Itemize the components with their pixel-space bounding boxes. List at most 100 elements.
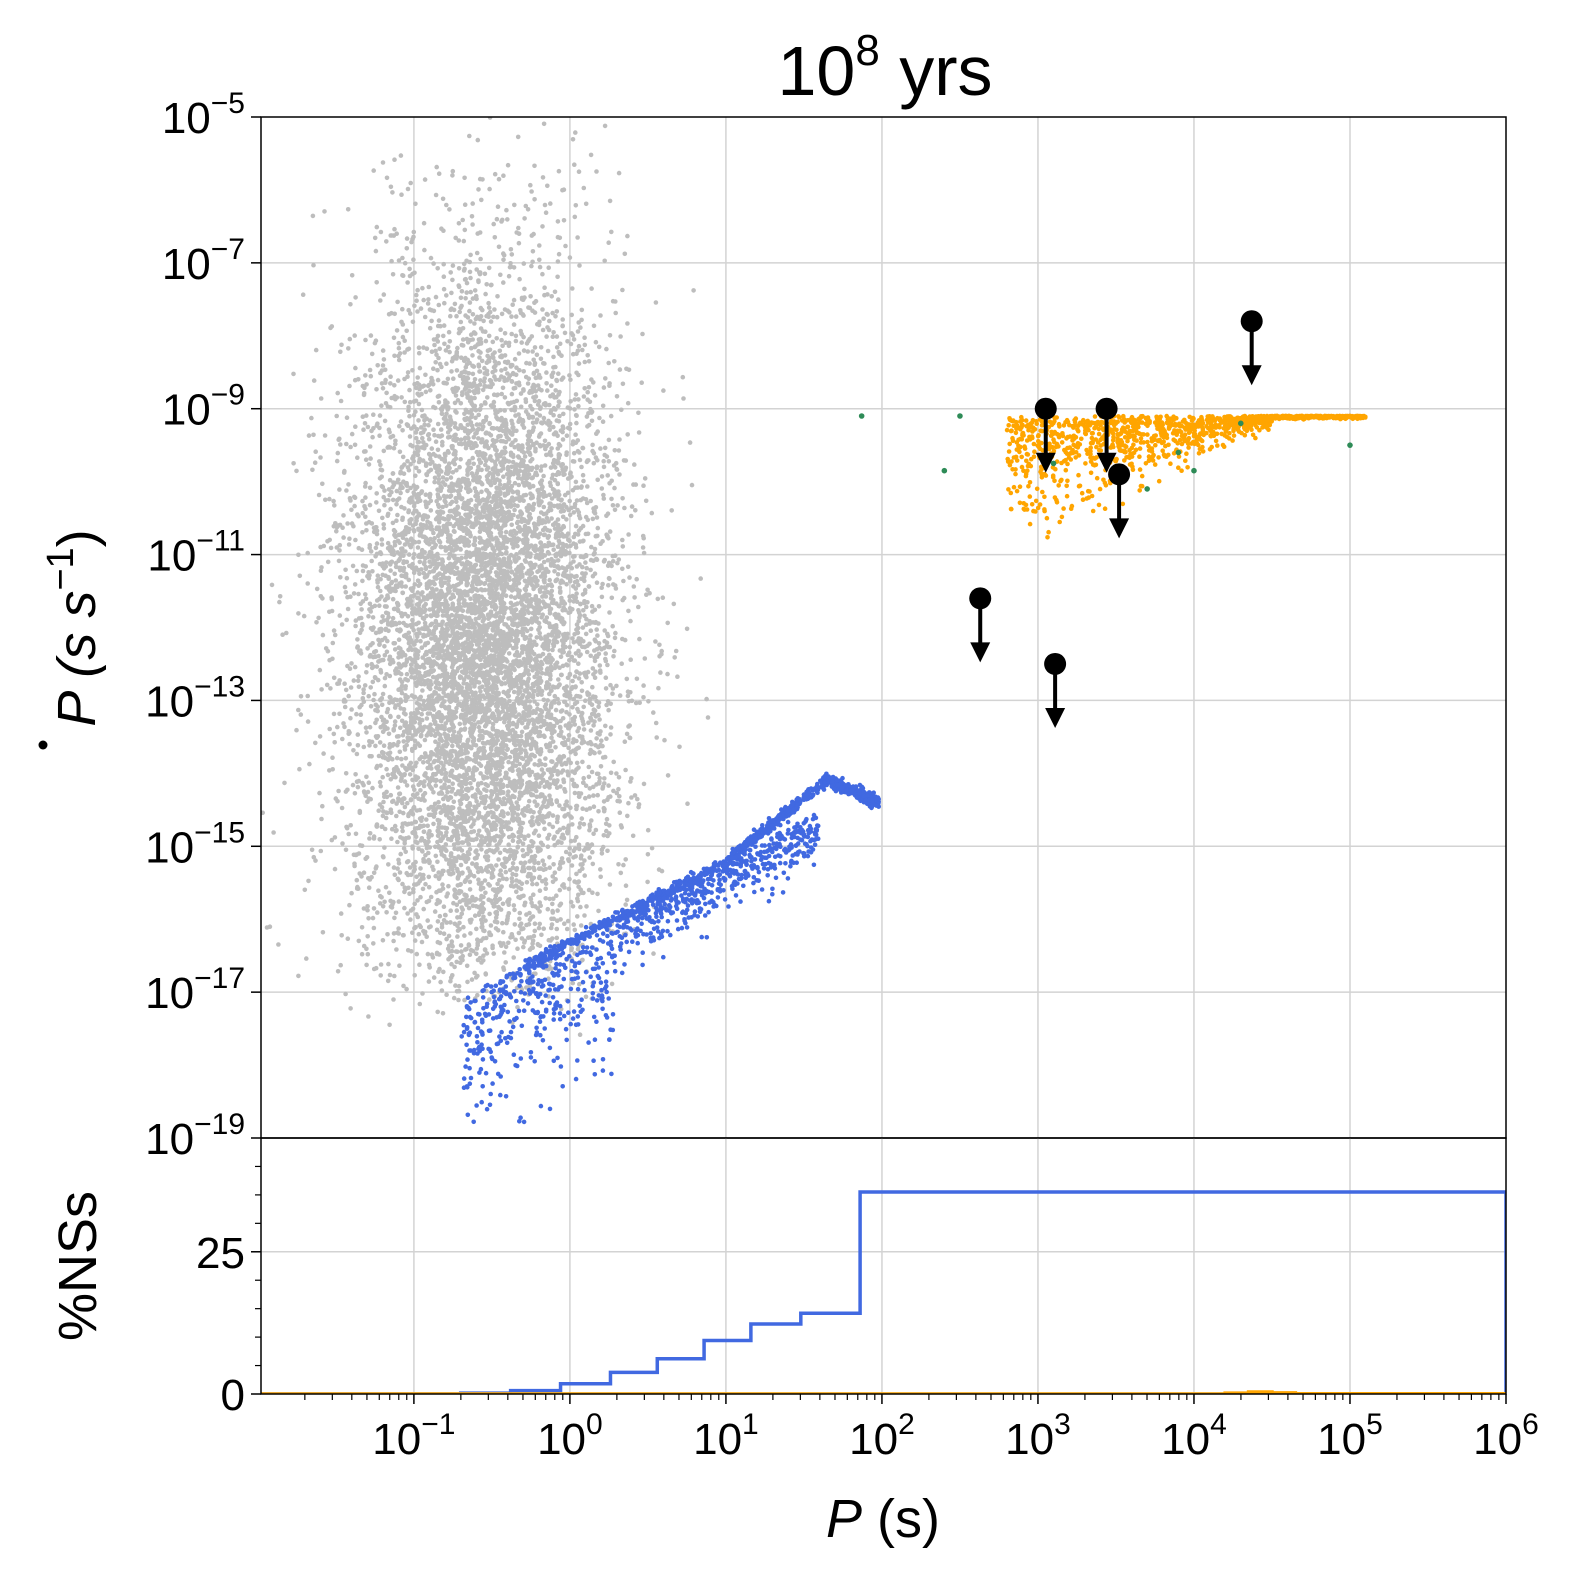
gray-point <box>576 397 581 402</box>
gray-point <box>365 904 370 909</box>
gray-point <box>552 289 558 295</box>
gray-point <box>422 737 428 743</box>
gray-point <box>508 594 514 599</box>
gray-point <box>405 374 410 380</box>
gray-point <box>609 595 615 601</box>
gray-point <box>435 447 441 453</box>
gray-point <box>471 434 477 440</box>
gray-point <box>502 408 508 413</box>
gray-point <box>506 940 511 946</box>
gray-point <box>371 168 377 173</box>
gray-point <box>436 302 442 308</box>
gray-point <box>365 424 371 430</box>
gray-point <box>508 615 513 621</box>
gray-point <box>619 407 624 413</box>
gray-point <box>623 883 629 888</box>
gray-point <box>379 594 384 599</box>
gray-point <box>570 769 575 774</box>
gray-point <box>555 259 561 264</box>
gray-point <box>575 914 580 919</box>
gray-point <box>433 360 439 365</box>
gray-point <box>553 388 558 393</box>
gray-point <box>494 912 500 917</box>
gray-point <box>333 796 339 801</box>
gray-point <box>624 897 630 903</box>
gray-point <box>467 388 472 394</box>
gray-point <box>354 568 360 574</box>
gray-point <box>556 700 562 706</box>
gray-point <box>616 775 622 780</box>
gray-point <box>450 722 455 727</box>
gray-point <box>373 248 379 254</box>
gray-point <box>432 432 437 438</box>
gray-point <box>576 676 582 681</box>
gray-point <box>352 442 358 448</box>
gray-point <box>536 925 542 931</box>
gray-point <box>384 709 390 715</box>
gray-point <box>328 545 334 551</box>
gray-point <box>561 187 567 192</box>
gray-point <box>450 277 455 283</box>
gray-point <box>634 676 640 682</box>
gray-point <box>522 940 527 945</box>
gray-point <box>503 551 509 556</box>
gray-point <box>621 578 626 584</box>
gray-point <box>304 956 309 961</box>
gray-point <box>363 596 369 602</box>
gray-point <box>404 246 410 251</box>
gray-point <box>426 850 431 856</box>
title-suffix: yrs <box>880 32 993 110</box>
gray-point <box>412 973 418 978</box>
gray-point <box>542 438 548 444</box>
gray-point <box>349 661 354 666</box>
gray-point <box>530 349 535 354</box>
gray-point <box>577 825 582 830</box>
gray-point <box>561 777 566 782</box>
gray-point <box>318 396 324 401</box>
gray-point <box>584 807 589 812</box>
gray-point <box>449 939 455 944</box>
gray-point <box>429 446 435 451</box>
gray-point <box>570 487 576 493</box>
gray-point <box>394 813 399 819</box>
gray-point <box>511 955 516 960</box>
gray-point <box>411 413 417 418</box>
gray-point <box>467 300 473 305</box>
gray-point <box>582 359 588 365</box>
gray-point <box>360 563 366 568</box>
gray-point <box>586 764 592 770</box>
gray-point <box>542 285 547 291</box>
gray-point <box>421 906 427 912</box>
gray-point <box>599 594 605 600</box>
gray-point <box>569 815 574 820</box>
gray-point <box>356 938 362 944</box>
gray-point <box>346 482 351 487</box>
gray-point <box>401 560 406 566</box>
gray-point <box>506 343 512 349</box>
gray-point <box>513 937 518 943</box>
gray-point <box>474 471 480 476</box>
gray-point <box>363 373 368 378</box>
gray-point <box>376 508 382 514</box>
gray-point <box>480 693 486 698</box>
gray-point <box>612 359 617 364</box>
gray-point <box>513 413 518 418</box>
gray-point <box>653 300 659 305</box>
gray-point <box>532 163 537 169</box>
gray-point <box>484 282 490 287</box>
gray-point <box>565 405 571 410</box>
gray-point <box>464 290 470 295</box>
gray-point <box>482 587 488 593</box>
gray-point <box>384 175 390 181</box>
gray-point <box>540 271 545 277</box>
gray-point <box>377 740 383 745</box>
gray-point <box>603 651 608 656</box>
gray-point <box>602 628 607 633</box>
gray-point <box>435 939 441 945</box>
gray-point <box>374 551 380 557</box>
gray-point <box>363 337 368 343</box>
gray-point <box>359 925 365 930</box>
gray-point <box>556 251 562 257</box>
gray-point <box>465 609 471 614</box>
gray-point <box>417 365 423 371</box>
